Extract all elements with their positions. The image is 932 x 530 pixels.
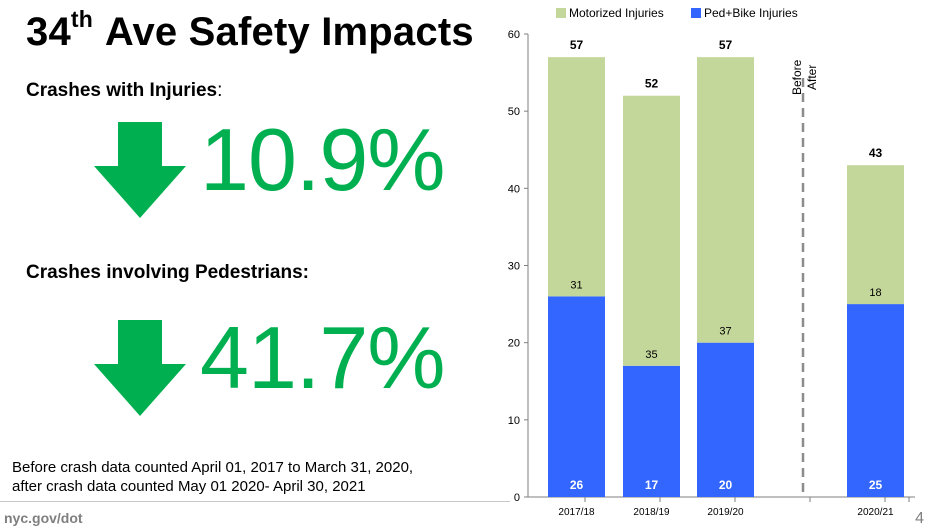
page-title: 34th Ave Safety Impacts [26,6,474,54]
y-tick-label: 50 [508,106,520,118]
bar-motorized [847,165,904,305]
y-tick-label: 40 [508,183,520,195]
data-label-ped-bike: 25 [869,478,883,492]
data-label-motorized: 37 [719,326,731,338]
down-arrow-icon [94,122,186,218]
footer-divider [0,501,510,502]
y-tick-label: 60 [508,29,520,41]
stat-pedestrians-value: 41.7% [200,308,446,407]
data-label-total: 57 [570,38,584,52]
y-tick-label: 0 [514,492,520,504]
divider-before-label: Before [790,59,804,95]
data-label-ped-bike: 20 [719,478,733,492]
bar-motorized [697,57,754,343]
bar-ped-bike [623,365,680,497]
data-label-total: 52 [645,77,659,91]
stat-pedestrians-label: Crashes involving Pedestrians: [26,262,309,283]
data-note: Before crash data counted April 01, 2017… [12,458,413,496]
x-tick-label: 2017/18 [558,507,595,518]
footer-url: nyc.gov/dot [4,510,83,526]
legend-swatch-ped-bike [691,8,701,18]
data-label-ped-bike: 17 [645,478,659,492]
data-note-line: after crash data counted May 01 2020- Ap… [12,478,366,495]
page-number: 4 [915,510,924,527]
y-tick-label: 10 [508,415,520,427]
data-label-ped-bike: 26 [570,478,584,492]
x-tick-label: 2018/19 [633,507,670,518]
data-label-motorized: 35 [645,349,657,361]
bar-ped-bike [697,342,754,497]
data-label-total: 43 [869,146,883,160]
legend-label-ped-bike: Ped+Bike Injuries [704,6,798,20]
bar-ped-bike [548,296,605,497]
bar-ped-bike [847,304,904,497]
stat-injuries-value: 10.9% [200,110,446,209]
y-tick-label: 30 [508,261,520,273]
divider-after-label: After [805,65,819,90]
data-note-line: Before crash data counted April 01, 2017… [12,459,414,476]
y-tick-label: 20 [508,338,520,350]
stat-injuries-label: Crashes with Injuries: [26,80,223,101]
data-label-motorized: 18 [869,287,881,299]
legend-label-motorized: Motorized Injuries [569,6,664,20]
bar-motorized [548,57,605,297]
down-arrow-icon [94,320,186,416]
bar-motorized [623,95,680,366]
x-tick-label: 2019/20 [707,507,744,518]
legend-swatch-motorized [556,8,566,18]
data-label-motorized: 31 [570,279,582,291]
x-tick-label: 2020/21 [857,507,894,518]
data-label-total: 57 [719,38,733,52]
